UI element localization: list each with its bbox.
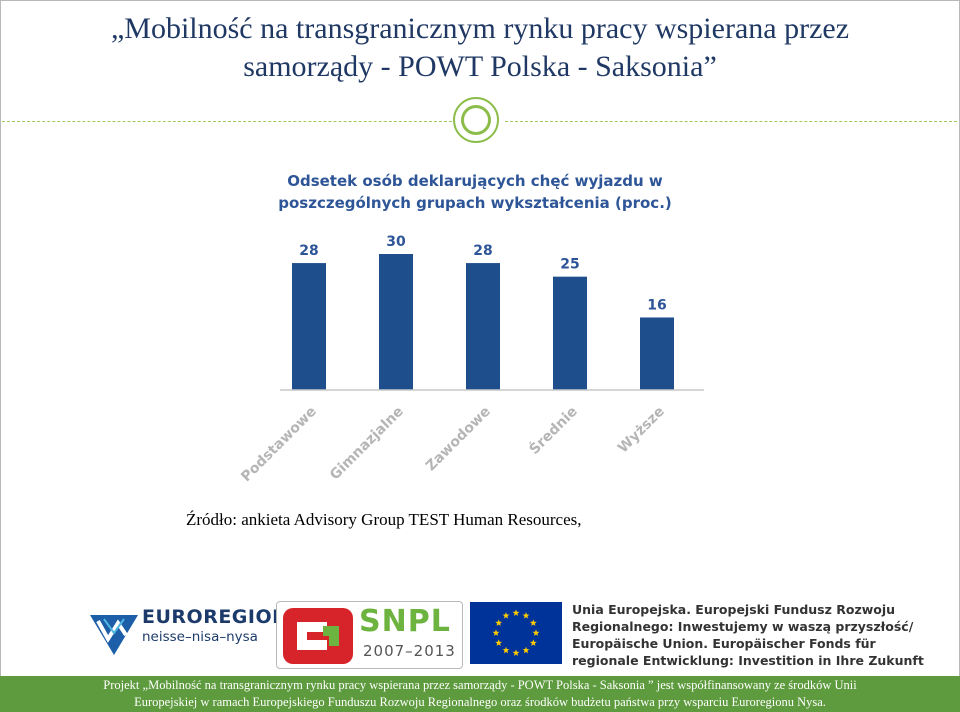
euroregion-name: EUROREGION (142, 606, 289, 628)
eu-funding-text: Unia Europejska. Europejski Fundusz Rozw… (572, 601, 924, 669)
bar-chart: 28 Podstawowe 30 Gimnazjalne 28 Zawodowe 25 Śre… (238, 234, 704, 486)
eu-star-icon (532, 629, 540, 636)
eu-star-icon (502, 612, 510, 619)
eu-star-icon (522, 646, 530, 654)
eu-text-line-1: Unia Europejska. Europejski Fundusz Rozw… (572, 602, 896, 617)
slide-title-line-1: „Mobilność na transgranicznym rynku prac… (110, 12, 850, 45)
footer-bar: Projekt „Mobilność na transgranicznym ry… (0, 676, 960, 712)
chart-title: Odsetek osób deklarujących chęć wyjazdu … (260, 170, 690, 214)
eu-stars-icon (492, 609, 540, 656)
footer-line-2: Europejskiej w ramach Europejskiego Fund… (134, 695, 826, 709)
data-label: 28 (299, 243, 318, 259)
eu-text-line-2: Regionalnego: Inwestujemy w waszą przysz… (572, 619, 914, 634)
euroregion-mark-icon (90, 615, 138, 655)
eu-star-icon (512, 609, 520, 616)
category-label: Zawodowe (423, 404, 494, 475)
category-label: Gimnazjalne (327, 404, 407, 484)
divider-right (505, 121, 957, 122)
chart-title-line-2: poszczególnych grupach wykształcenia (pr… (278, 194, 672, 212)
eu-text-line-3: Europäische Union. Europäischer Fonds fü… (572, 636, 876, 651)
eu-star-icon (495, 619, 503, 626)
euroregion-sub: neisse–nisa–nysa (142, 629, 258, 645)
circle-ornament-icon (453, 97, 499, 143)
category-label: Średnie (525, 402, 581, 458)
data-label: 30 (386, 234, 406, 250)
snpl-years: 2007–2013 (363, 642, 456, 660)
eu-star-icon (529, 639, 537, 646)
snpl-logo: SNPL 2007–2013 (276, 601, 463, 669)
chart-title-line-1: Odsetek osób deklarujących chęć wyjazdu … (287, 172, 663, 190)
eu-star-icon (495, 639, 503, 646)
slide-title-line-2: samorządy - POWT Polska - Saksonia” (243, 50, 717, 83)
footer-line-1: Projekt „Mobilność na transgranicznym ry… (103, 678, 857, 692)
bar-zawodowe (466, 263, 500, 390)
data-label: 28 (473, 243, 492, 259)
divider-left (2, 121, 452, 122)
eu-star-icon (529, 619, 537, 626)
eu-star-icon (512, 649, 520, 656)
category-label: Wyższe (615, 404, 668, 457)
snpl-mark-icon (283, 608, 353, 664)
eu-star-icon (492, 629, 500, 636)
eu-star-icon (522, 612, 530, 619)
eu-flag-icon (470, 602, 562, 664)
slide-title: „Mobilność na transgranicznym rynku prac… (40, 10, 920, 86)
source-note: Źródło: ankieta Advisory Group TEST Huma… (186, 510, 582, 529)
eu-text-line-4: regionale Entwicklung: Investition in Ih… (572, 653, 924, 668)
data-label: 25 (560, 257, 579, 273)
bar-gimnazjalne (379, 254, 413, 390)
bar-podstawowe (292, 263, 326, 390)
category-label: Podstawowe (238, 404, 320, 486)
bar-wyższe (640, 317, 674, 390)
eu-star-icon (502, 646, 510, 654)
snpl-name: SNPL (359, 604, 451, 639)
bar-średnie (553, 276, 587, 390)
euroregion-logo: EUROREGION neisse–nisa–nysa (90, 603, 288, 663)
data-label: 16 (647, 297, 666, 313)
